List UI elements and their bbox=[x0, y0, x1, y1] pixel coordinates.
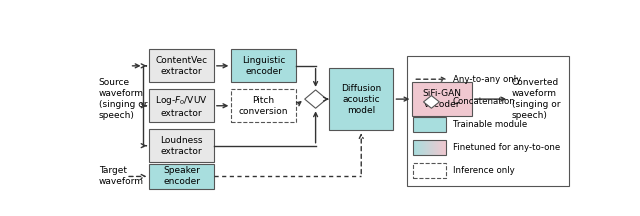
FancyBboxPatch shape bbox=[413, 117, 445, 132]
Text: Inference only: Inference only bbox=[453, 165, 515, 175]
Polygon shape bbox=[424, 96, 439, 108]
Text: Loudness
extractor: Loudness extractor bbox=[161, 136, 203, 156]
Text: Diffusion
acoustic
model: Diffusion acoustic model bbox=[341, 84, 381, 115]
Text: Concatenation: Concatenation bbox=[453, 97, 516, 106]
Text: Finetuned for any-to-one: Finetuned for any-to-one bbox=[453, 143, 560, 152]
FancyBboxPatch shape bbox=[412, 83, 472, 116]
FancyBboxPatch shape bbox=[150, 89, 214, 122]
FancyBboxPatch shape bbox=[231, 89, 296, 122]
Text: Linguistic
encoder: Linguistic encoder bbox=[242, 56, 285, 76]
Text: Speaker
encoder: Speaker encoder bbox=[163, 166, 200, 186]
FancyBboxPatch shape bbox=[150, 129, 214, 162]
FancyBboxPatch shape bbox=[150, 164, 214, 189]
Text: Log-$F_0$/VUV
extractor: Log-$F_0$/VUV extractor bbox=[156, 94, 208, 118]
FancyBboxPatch shape bbox=[408, 56, 568, 186]
Text: Target
waveform: Target waveform bbox=[99, 166, 144, 186]
Text: Trainable module: Trainable module bbox=[453, 120, 527, 129]
Text: Any-to-any only: Any-to-any only bbox=[453, 75, 521, 84]
Text: SiFi-GAN
vocoder: SiFi-GAN vocoder bbox=[422, 89, 461, 109]
FancyBboxPatch shape bbox=[150, 49, 214, 83]
Polygon shape bbox=[305, 90, 326, 108]
Text: Converted
waveform
(singing or
speech): Converted waveform (singing or speech) bbox=[511, 78, 560, 120]
FancyBboxPatch shape bbox=[231, 49, 296, 83]
FancyBboxPatch shape bbox=[413, 162, 445, 178]
FancyBboxPatch shape bbox=[329, 68, 394, 130]
Text: Source
waveform
(singing or
speech): Source waveform (singing or speech) bbox=[99, 78, 147, 120]
Text: Pitch
conversion: Pitch conversion bbox=[239, 96, 288, 116]
Text: ContentVec
extractor: ContentVec extractor bbox=[156, 56, 208, 76]
